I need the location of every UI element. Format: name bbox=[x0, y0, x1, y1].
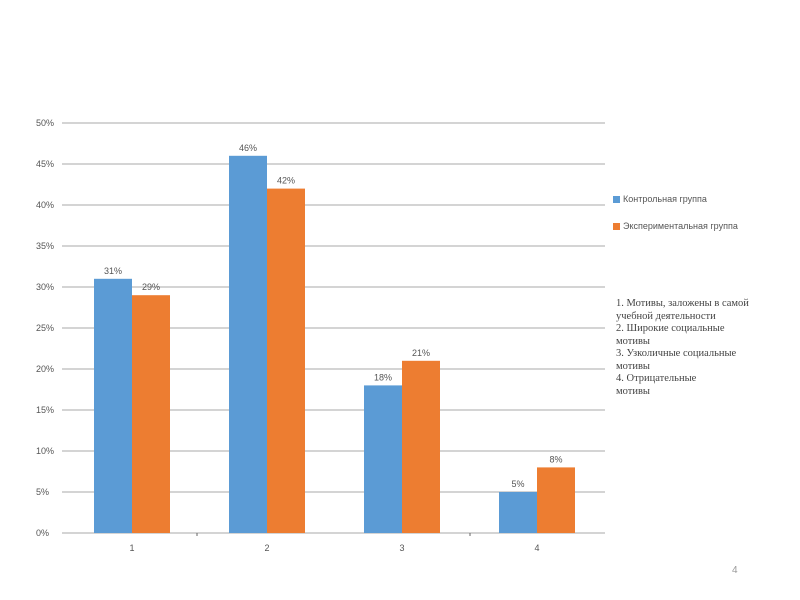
data-label: 5% bbox=[511, 479, 524, 489]
bar bbox=[267, 188, 305, 533]
y-tick-label: 25% bbox=[36, 323, 54, 333]
legend: Контрольная группа Экспериментальная гру… bbox=[613, 192, 738, 246]
x-tick-label: 4 bbox=[534, 543, 539, 553]
legend-item-experimental: Экспериментальная группа bbox=[613, 219, 738, 233]
legend-label-control: Контрольная группа bbox=[623, 194, 707, 204]
note-2: 2. Широкие социальные мотивы bbox=[616, 323, 725, 347]
data-label: 18% bbox=[374, 372, 392, 382]
data-label: 8% bbox=[549, 454, 562, 464]
data-labels: 31% 46% 18% 5% 29% 42% 21% 8% bbox=[104, 143, 563, 489]
bar bbox=[132, 295, 170, 533]
note-4: 4. Отрицательные мотивы bbox=[616, 373, 697, 397]
category-notes: 1. Мотивы, заложены в самой учебной деят… bbox=[616, 298, 786, 398]
y-tick-label: 50% bbox=[36, 118, 54, 128]
y-tick-label: 40% bbox=[36, 200, 54, 210]
legend-swatch-experimental bbox=[613, 222, 620, 230]
y-tick-label: 10% bbox=[36, 446, 54, 456]
data-label: 21% bbox=[412, 348, 430, 358]
bar bbox=[537, 467, 575, 533]
y-tick-label: 45% bbox=[36, 159, 54, 169]
note-1: 1. Мотивы, заложены в самой учебной деят… bbox=[616, 298, 749, 322]
y-tick-label: 30% bbox=[36, 282, 54, 292]
y-axis-ticks: 0% 5% 10% 15% 20% 25% 30% 35% 40% 45% 50% bbox=[36, 118, 54, 538]
legend-item-control: Контрольная группа bbox=[613, 192, 738, 206]
x-tick-label: 3 bbox=[399, 543, 404, 553]
note-3: 3. Узколичные социальные мотивы bbox=[616, 348, 737, 372]
x-tick-label: 1 bbox=[129, 543, 134, 553]
legend-swatch-control bbox=[613, 195, 620, 203]
bar bbox=[402, 360, 440, 533]
y-tick-label: 20% bbox=[36, 364, 54, 374]
data-label: 29% bbox=[142, 282, 160, 292]
bars bbox=[94, 155, 575, 534]
y-tick-label: 5% bbox=[36, 487, 49, 497]
x-axis-ticks: 1 2 3 4 bbox=[129, 543, 539, 553]
x-tick-label: 2 bbox=[264, 543, 269, 553]
data-label: 42% bbox=[277, 176, 295, 186]
y-tick-label: 35% bbox=[36, 241, 54, 251]
data-label: 31% bbox=[104, 266, 122, 276]
bar bbox=[499, 492, 537, 533]
bar bbox=[229, 155, 267, 534]
y-tick-label: 0% bbox=[36, 528, 49, 538]
bar bbox=[364, 385, 402, 533]
data-label: 46% bbox=[239, 143, 257, 153]
bar bbox=[94, 278, 132, 533]
legend-label-experimental: Экспериментальная группа bbox=[623, 221, 738, 231]
page-number: 4 bbox=[732, 565, 738, 576]
y-tick-label: 15% bbox=[36, 405, 54, 415]
